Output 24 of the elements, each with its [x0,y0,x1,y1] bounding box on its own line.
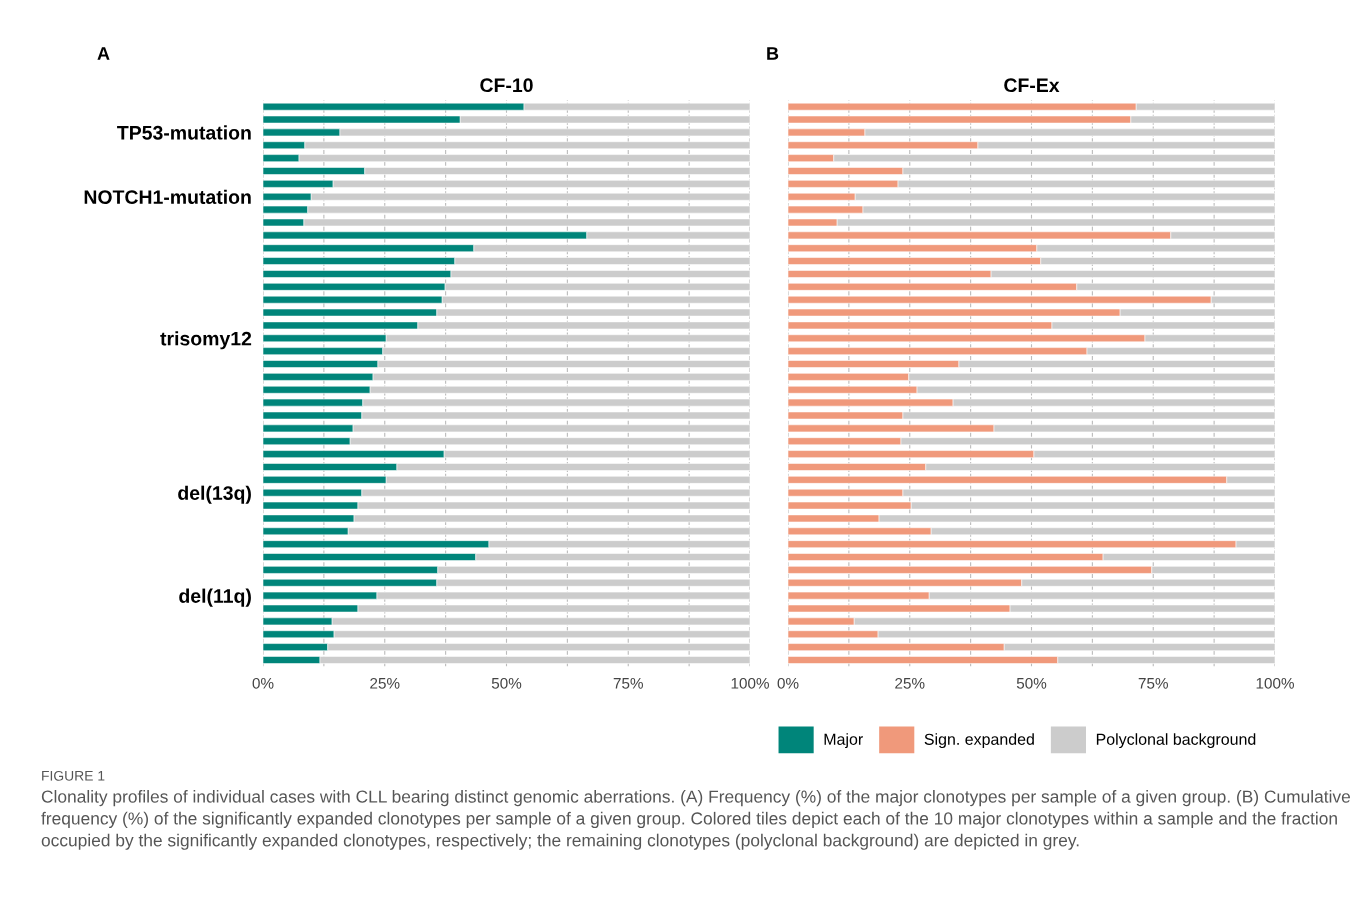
x-tick-label: 100% [731,677,769,689]
y-tick-label: trisomy12 [160,331,252,350]
text: B [767,47,779,60]
chart-title: CF-10 [480,78,533,93]
legend-label: Major [824,733,863,749]
y-tick-label: del(13q) [178,485,251,504]
y-tick-label: del(11q) [179,588,251,607]
legend-label: Polyclonal background [1096,733,1256,749]
x-tick-label: 50% [491,677,522,689]
chart-title: CF-Ex [1004,78,1060,93]
y-tick-label: TP53-mutation [117,125,251,140]
x-tick-label: 25% [895,677,925,689]
x-tick-label: 0% [777,677,799,689]
text: Clonality profiles of individual cases with CLL bearing distinct genomic aberrations. (A) Frequency (%) of the major clonotypes per sample of a given group. (B) Cumulative frequency (%) of the significantly expanded clonotypes per sample of a given group. Colored tiles depict each of the 10 major clonotypes within a sample and the fraction occupied by the significantly expanded clonotypes, respectively; the remaining clonotypes (polyclonal background) are depicted in grey. [41,790,1350,850]
legend-label: Sign. expanded [924,733,1034,749]
x-tick-label: 100% [1256,677,1294,689]
x-tick-label: 25% [370,677,400,689]
text: A [97,47,110,60]
x-tick-label: 75% [1138,678,1168,689]
x-tick-label: 75% [613,678,643,689]
x-tick-label: 0% [252,677,274,689]
caption: FIGURE 1 [42,770,105,781]
y-tick-label: NOTCH1-mutation [84,189,251,204]
x-tick-label: 50% [1016,677,1047,689]
